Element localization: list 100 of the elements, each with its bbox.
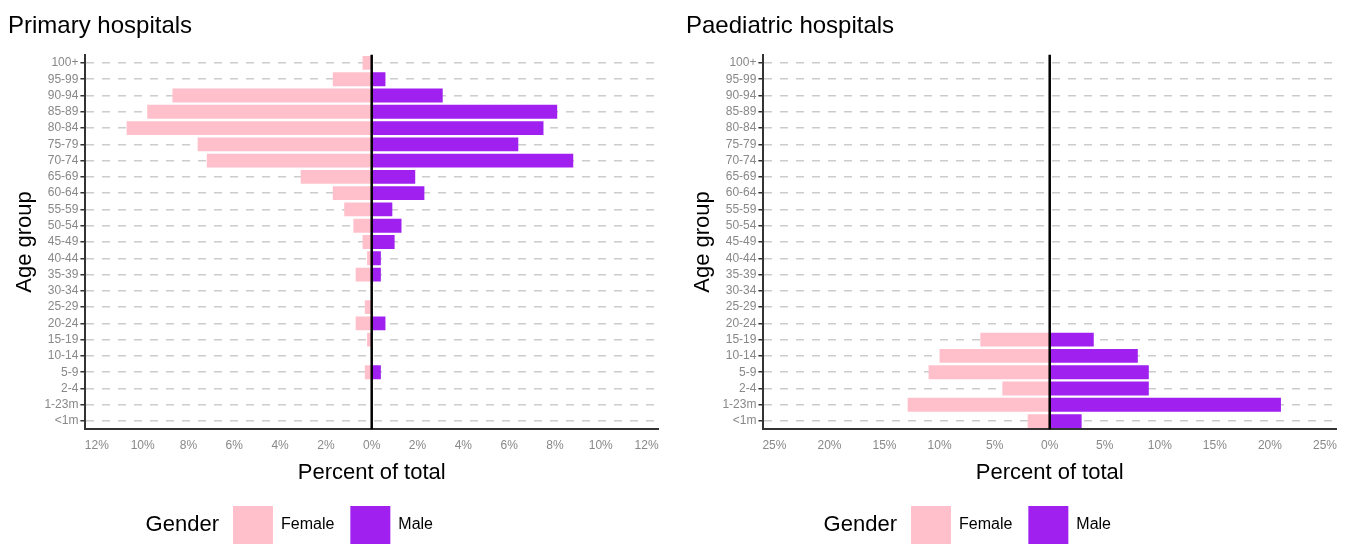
y-tick-label: 40-44 <box>47 250 79 265</box>
x-tick-label: 12% <box>84 437 110 452</box>
y-tick-label: 1-23m <box>722 397 757 412</box>
y-tick-label: <1m <box>732 413 757 428</box>
bar <box>1049 332 1094 347</box>
y-tick-label: 50-54 <box>47 218 79 233</box>
y-tick-label: 100+ <box>729 55 757 70</box>
x-tick-label: 20% <box>817 437 842 452</box>
x-tick-label: 20% <box>1257 437 1283 452</box>
y-tick-label: 85-89 <box>725 104 757 119</box>
bar <box>928 365 1050 380</box>
y-tick-label: 75-79 <box>47 136 79 151</box>
x-tick-label: 10% <box>1147 437 1173 452</box>
bar <box>371 186 425 201</box>
y-tick-label: 25-29 <box>725 299 757 314</box>
bar <box>332 186 372 201</box>
y-tick-label: 15-19 <box>47 331 79 346</box>
bar <box>371 137 519 152</box>
y-tick-label: 65-69 <box>47 169 79 184</box>
legend-title: Gender <box>145 511 219 537</box>
bar <box>939 349 1050 363</box>
bar <box>147 104 372 119</box>
y-tick-label: 30-34 <box>725 283 757 298</box>
x-tick-label: 6% <box>225 437 244 452</box>
bar <box>206 153 372 168</box>
bar <box>1049 397 1281 412</box>
x-tick-label: 10% <box>588 437 614 452</box>
x-tick-label: 25% <box>1312 437 1338 452</box>
bar <box>1027 414 1050 428</box>
bar <box>1049 414 1082 428</box>
bar <box>980 332 1050 347</box>
y-tick-label: 1-23m <box>44 397 79 412</box>
x-tick-label: 5% <box>1096 437 1114 452</box>
x-tick-label: 8% <box>179 437 198 452</box>
legend-label: Male <box>398 515 434 533</box>
bar <box>371 104 558 119</box>
bar <box>332 72 372 87</box>
x-tick-label: 15% <box>1202 437 1228 452</box>
y-tick-label: 90-94 <box>47 87 79 102</box>
bar <box>371 88 443 103</box>
y-axis-title: Age group <box>689 191 715 293</box>
x-tick-label: 2% <box>408 437 427 452</box>
bar <box>1002 381 1050 396</box>
y-tick-label: 90-94 <box>725 87 757 102</box>
y-tick-label: 85-89 <box>47 104 79 119</box>
legend-label: Male <box>1076 515 1112 533</box>
x-tick-label: 10% <box>927 437 952 452</box>
bar <box>371 121 544 135</box>
y-tick-label: 35-39 <box>47 266 79 281</box>
legend-title: Gender <box>823 511 897 537</box>
y-tick-label: 45-49 <box>47 234 79 249</box>
y-tick-label: 100+ <box>51 55 79 70</box>
y-tick-label: 95-99 <box>725 71 757 86</box>
x-tick-label: 15% <box>872 437 897 452</box>
x-tick-label: 2% <box>317 437 335 452</box>
x-tick-label: 8% <box>546 437 564 452</box>
x-tick-label: 10% <box>130 437 155 452</box>
legend-label: Female <box>958 515 1013 533</box>
y-tick-label: 60-64 <box>47 185 79 200</box>
x-tick-label: 12% <box>634 437 659 452</box>
x-tick-label: 6% <box>500 437 519 452</box>
y-tick-label: 30-34 <box>47 283 79 298</box>
bar <box>371 153 574 168</box>
bar <box>126 121 372 135</box>
y-tick-label: 55-59 <box>725 201 757 216</box>
y-axis-title: Age group <box>11 191 37 293</box>
x-axis-title: Percent of total <box>975 458 1124 484</box>
y-tick-label: 35-39 <box>725 266 757 281</box>
y-tick-label: 10-14 <box>47 348 79 363</box>
y-tick-label: 5-9 <box>739 364 757 379</box>
y-tick-label: 65-69 <box>725 169 757 184</box>
bar <box>300 169 372 184</box>
bar <box>1049 349 1138 363</box>
x-tick-label: 0% <box>1041 437 1059 452</box>
chart-title: Paediatric hospitals <box>686 11 895 39</box>
bar <box>197 137 372 152</box>
y-tick-label: 80-84 <box>725 120 757 135</box>
bar <box>371 169 416 184</box>
x-tick-label: 25% <box>762 437 787 452</box>
y-tick-label: 2-4 <box>61 380 79 395</box>
y-tick-label: 70-74 <box>47 152 79 167</box>
y-tick-label: 75-79 <box>725 136 757 151</box>
x-axis-title: Percent of total <box>297 458 446 484</box>
y-tick-label: 20-24 <box>47 315 79 330</box>
bar <box>1049 365 1149 380</box>
bar <box>371 218 402 233</box>
x-tick-label: 4% <box>271 437 290 452</box>
y-tick-label: 5-9 <box>61 364 79 379</box>
bar <box>172 88 372 103</box>
bar <box>907 397 1050 412</box>
y-tick-label: 15-19 <box>725 331 757 346</box>
x-tick-label: 4% <box>454 437 473 452</box>
y-tick-label: 70-74 <box>725 152 757 167</box>
y-tick-label: 20-24 <box>725 315 757 330</box>
y-tick-label: 10-14 <box>725 348 757 363</box>
y-tick-label: 45-49 <box>725 234 757 249</box>
y-tick-label: <1m <box>54 413 79 428</box>
legend-label: Female <box>280 515 335 533</box>
bar <box>1049 381 1149 396</box>
x-tick-label: 5% <box>985 437 1004 452</box>
